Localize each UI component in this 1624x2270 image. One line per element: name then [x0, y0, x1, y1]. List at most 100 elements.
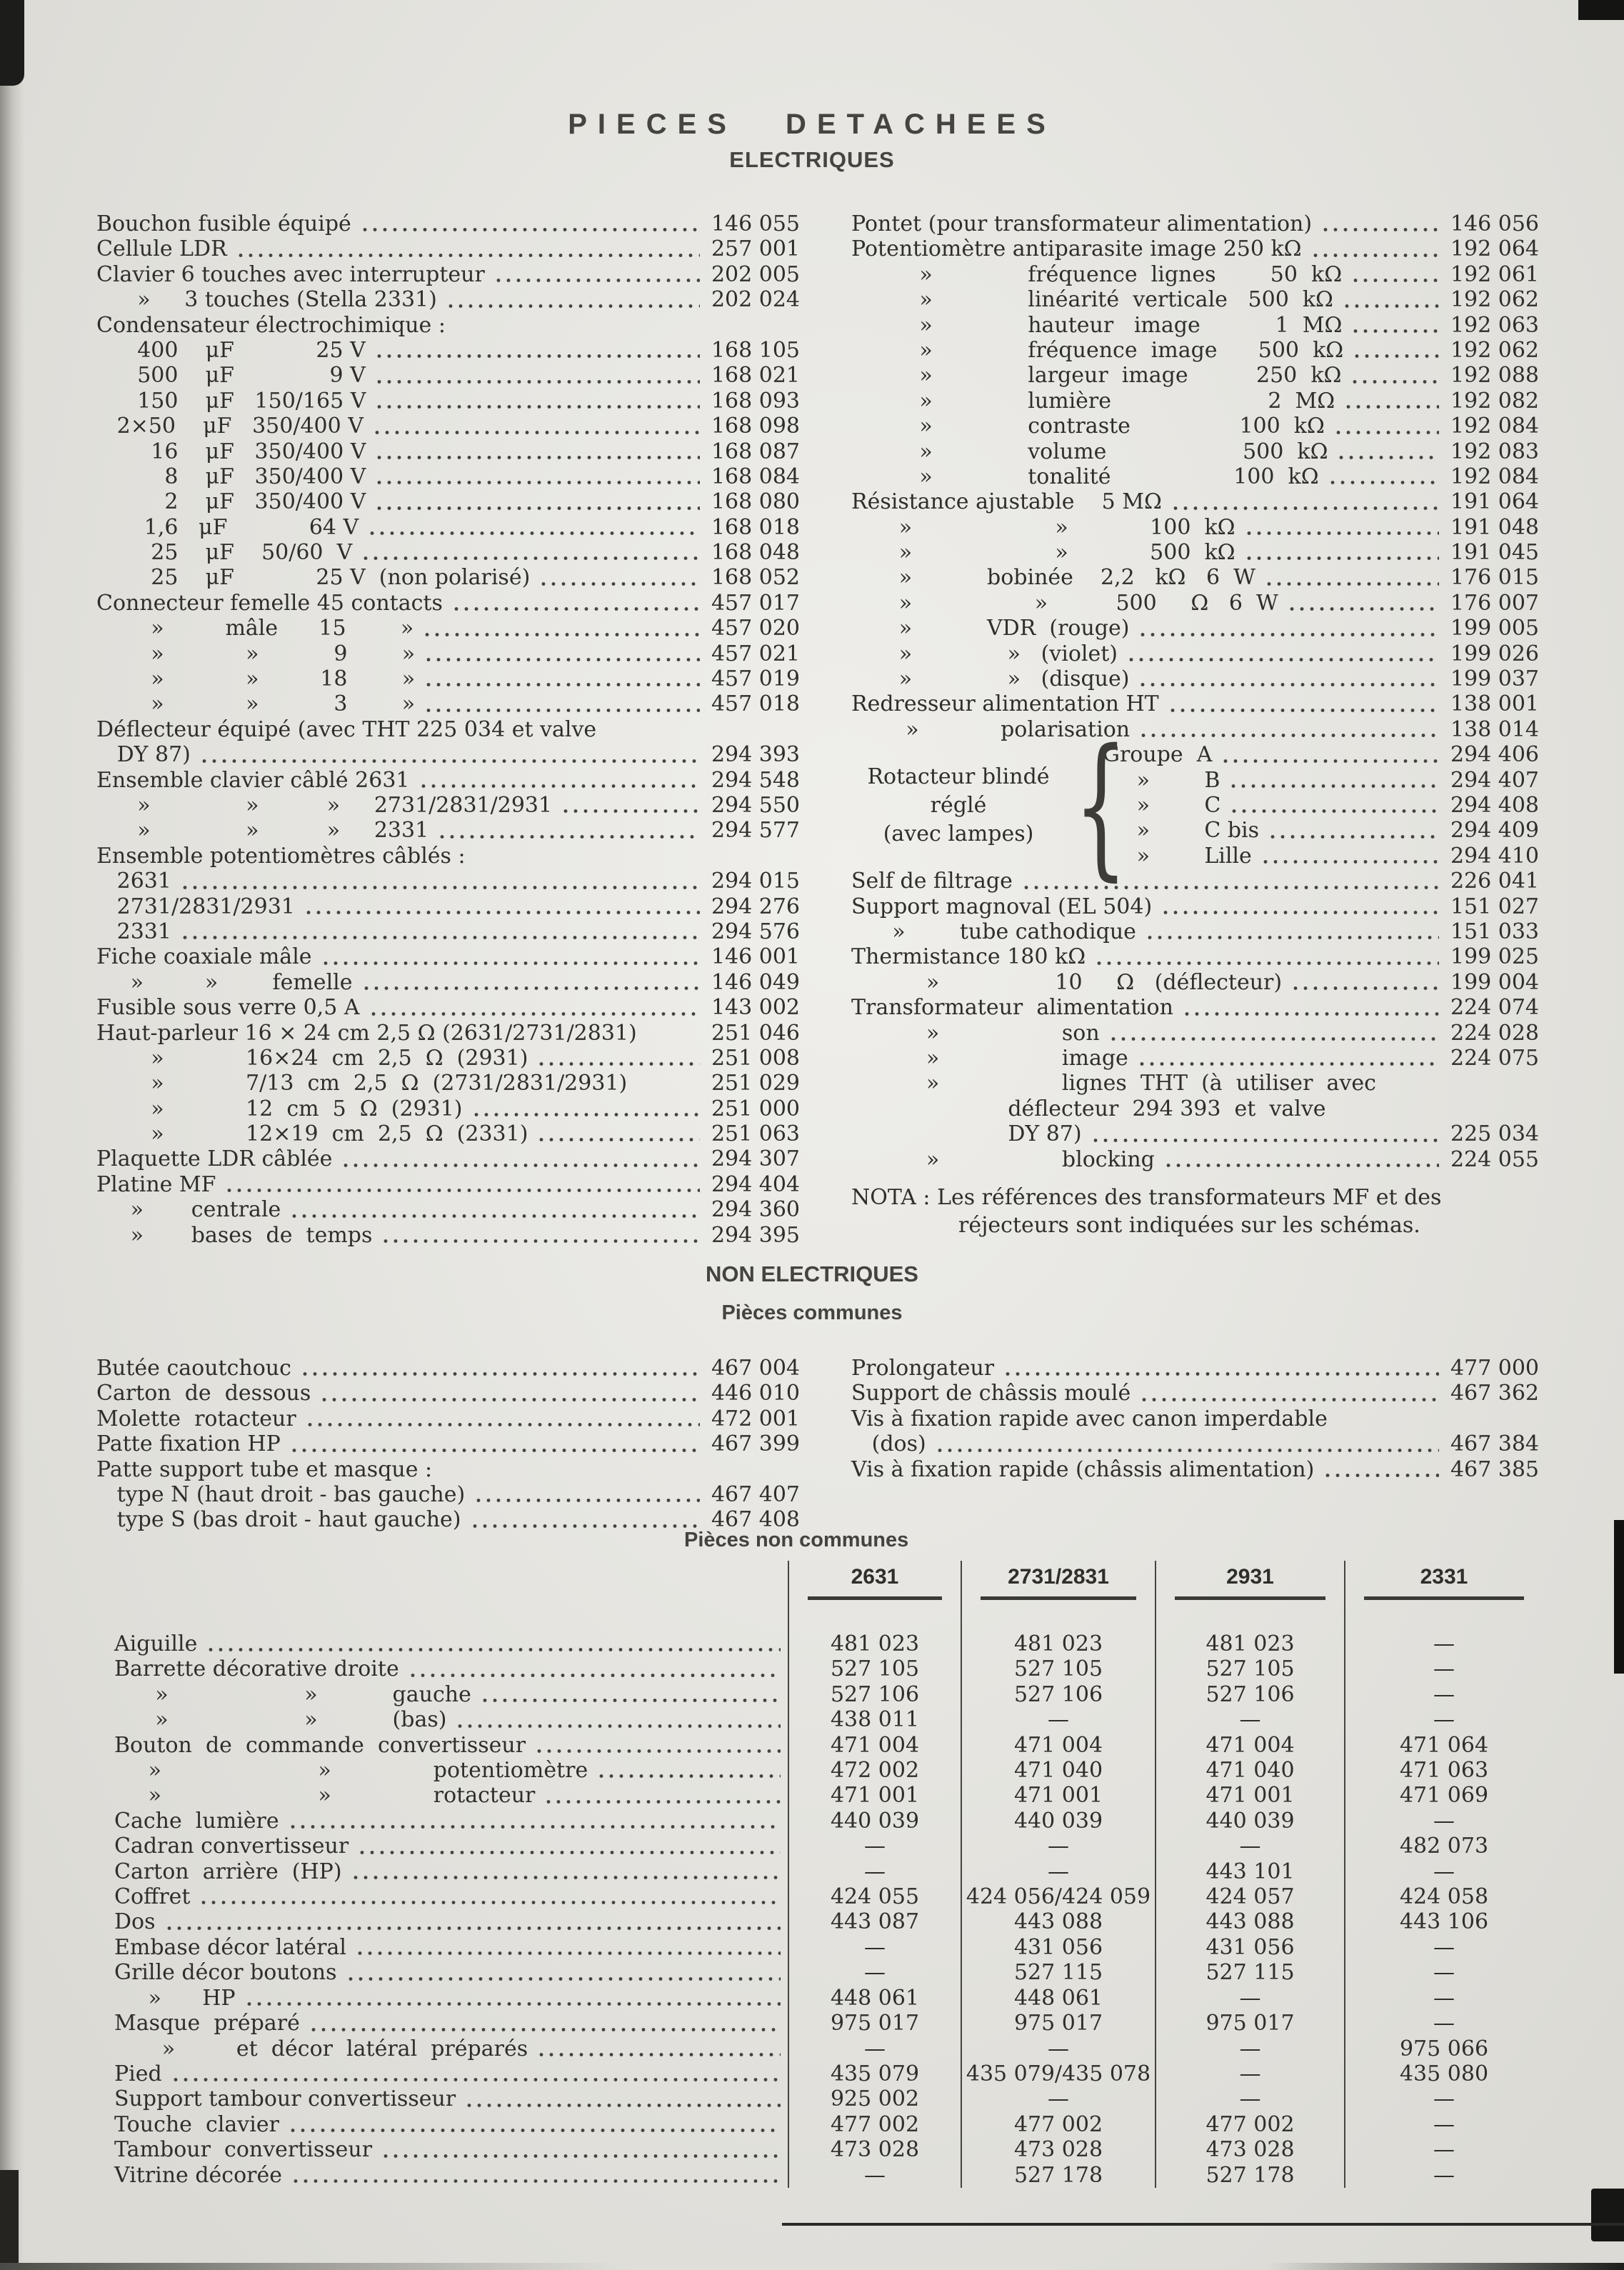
dotted-leader — [469, 1522, 700, 1529]
table-cell: — — [961, 1834, 1155, 1859]
item-text: Connecteur femelle 45 contacts — [96, 590, 443, 616]
table-cell: 975 017 — [961, 2011, 1155, 2036]
list-item: » centrale 294 360 — [96, 1197, 800, 1222]
dotted-leader — [350, 1874, 781, 1881]
table-row-label: Dos — [114, 1909, 788, 1934]
item-text: 2731/2831/2931 — [96, 894, 295, 919]
dotted-leader — [179, 934, 700, 941]
table-row-label: Cadran convertisseur — [114, 1834, 788, 1859]
item-ref: 294 550 — [711, 792, 800, 818]
item-ref: 199 005 — [1450, 616, 1539, 641]
item-ref: 446 010 — [711, 1381, 800, 1406]
item-text: Bouchon fusible équipé — [96, 211, 351, 236]
dotted-leader — [357, 1849, 781, 1856]
list-item: Self de filtrage 226 041 — [851, 869, 1539, 894]
pieces-communes-heading: Pièces communes — [721, 1301, 903, 1324]
item-text: 2631 — [96, 869, 171, 894]
table-cell: — — [1344, 2011, 1543, 2036]
list-item: Vis à fixation rapide (châssis alimentat… — [851, 1457, 1539, 1482]
list-item: » bobinée 2,2 kΩ 6 W 176 015 — [851, 565, 1539, 590]
dotted-leader — [299, 1371, 700, 1378]
item-ref: 224 028 — [1450, 1020, 1539, 1046]
row-label-text: Touche clavier — [114, 2111, 279, 2137]
list-item: Platine MF 294 404 — [96, 1172, 800, 1197]
item-ref: 168 052 — [711, 565, 800, 591]
list-item: » C bis 294 409 — [1103, 818, 1539, 843]
pieces-non-communes-table: 2631 2731/2831 2931 2331 Aiguille 481 023 481 … — [114, 1561, 1543, 2188]
table-cell: 471 001 — [788, 1783, 961, 1809]
dotted-leader — [605, 732, 793, 739]
item-text: » C — [1103, 793, 1221, 818]
table-column-header-text: 2731/2831 — [981, 1565, 1136, 1600]
table-row: Touche clavier 477 002 477 002 477 002— — [114, 2111, 1543, 2138]
dotted-leader — [368, 1010, 700, 1017]
dotted-leader — [1170, 504, 1439, 511]
item-ref: 251 046 — [711, 1020, 800, 1046]
table-row: » » (bas) 438 011— — — — [114, 1707, 1543, 1733]
table-cell: 440 039 — [1155, 1808, 1344, 1834]
item-ref: 294 015 — [711, 869, 800, 894]
item-text: Ensemble clavier câblé 2631 — [96, 767, 410, 793]
dotted-leader — [471, 1111, 700, 1119]
item-ref: 457 019 — [711, 666, 800, 692]
dotted-leader — [367, 530, 700, 537]
item-text: Vis à fixation rapide (châssis alimentat… — [851, 1456, 1315, 1482]
dotted-leader — [536, 1061, 700, 1068]
item-ref: 294 410 — [1450, 843, 1539, 869]
table-cell: — — [1344, 1859, 1543, 1885]
table-row-label: Coffret — [114, 1884, 788, 1909]
table-column-header-text: 2331 — [1364, 1565, 1524, 1600]
dotted-leader — [359, 226, 700, 234]
table-row: Cadran convertisseur — — —482 073 — [114, 1834, 1543, 1859]
item-text: » » 3 » — [96, 691, 416, 717]
list-item: Prolongateur 477 000 — [851, 1356, 1539, 1381]
item-ref: 168 098 — [711, 414, 800, 439]
item-text: » fréquence lignes 50 kΩ — [851, 261, 1343, 287]
table-cell: 527 178 — [961, 2162, 1155, 2188]
row-label-text: » HP — [114, 1985, 236, 2011]
item-text: Clavier 6 touches avec interrupteur — [96, 261, 485, 287]
list-item: 2731/2831/2931 294 276 — [96, 894, 800, 919]
row-label-text: Cache lumière — [114, 1808, 279, 1834]
list-item: Groupe A 294 406 — [1103, 742, 1539, 767]
table-cell: 443 088 — [1155, 1909, 1344, 1935]
table-row-label: Barrette décorative droite — [114, 1656, 788, 1681]
list-item: » » 18 » 457 019 — [96, 666, 800, 691]
item-ref: 251 063 — [711, 1121, 800, 1147]
table-cell: 471 063 — [1344, 1758, 1543, 1784]
table-cell: 431 056 — [1155, 1934, 1344, 1961]
item-ref: 294 360 — [711, 1197, 800, 1223]
dotted-leader — [1320, 226, 1439, 234]
table-cell: — — [1155, 2036, 1344, 2061]
table-row: Dos 443 087 443 088 443 088 443 106 — [114, 1909, 1543, 1935]
item-text: 8 μF 350/400 V — [96, 464, 366, 489]
item-ref: 191 064 — [1450, 489, 1539, 515]
item-text: Pontet (pour transformateur alimentation… — [851, 211, 1313, 236]
dotted-leader — [1108, 1035, 1439, 1042]
table-cell: 527 105 — [1155, 1656, 1344, 1682]
dotted-leader — [361, 555, 700, 562]
list-item: Butée caoutchouc 467 004 — [96, 1356, 800, 1381]
item-ref: 191 045 — [1450, 540, 1539, 566]
item-ref: 168 021 — [711, 363, 800, 389]
table-cell: 527 115 — [961, 1960, 1155, 1986]
dotted-leader — [1343, 404, 1439, 411]
table-cell: 527 105 — [961, 1656, 1155, 1682]
item-text: Fusible sous verre 0,5 A — [96, 995, 360, 1021]
item-text: Vis à fixation rapide avec canon imperda… — [851, 1406, 1328, 1431]
dotted-leader — [1341, 302, 1439, 309]
table-row-label: Carton arrière (HP) — [114, 1859, 788, 1884]
item-ref: 176 015 — [1450, 565, 1539, 591]
table-cell: 975 066 — [1344, 2036, 1543, 2061]
item-text: » volume 500 kΩ — [851, 439, 1328, 464]
dotted-leader — [303, 909, 700, 916]
table-column-header: 2631 — [788, 1561, 961, 1600]
list-item: Connecteur femelle 45 contacts 457 017 — [96, 591, 800, 616]
list-item: » largeur image 250 kΩ 192 088 — [851, 363, 1539, 388]
table-cell: 424 055 — [788, 1884, 961, 1910]
item-text: type S (bas droit - haut gauche) — [96, 1507, 461, 1533]
table-row-label: » » rotacteur — [114, 1783, 788, 1808]
item-ref: 467 384 — [1450, 1431, 1539, 1457]
dotted-leader — [423, 706, 700, 714]
dotted-leader — [1163, 1161, 1439, 1169]
